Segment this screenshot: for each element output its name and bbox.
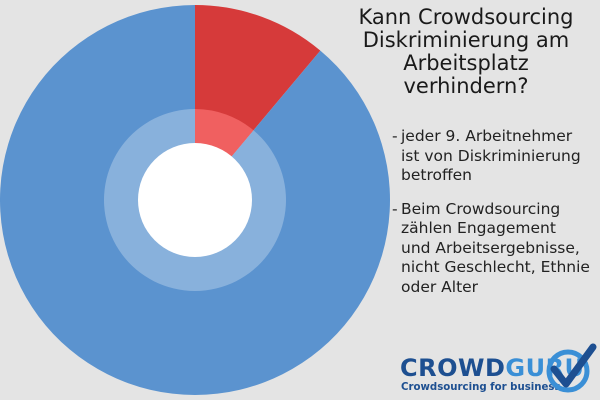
- bullet-dash: -: [392, 199, 398, 218]
- bullet-line: ist von Diskriminierung: [401, 146, 581, 165]
- bullet-line: und Arbeitsergebnisse,: [401, 238, 580, 257]
- bullet-line: nicht Geschlecht, Ethnie: [401, 258, 590, 276]
- logo-word-crowd: CROWD: [400, 354, 506, 382]
- chart-title: Kann Crowdsourcing Diskriminierung am Ar…: [340, 6, 592, 98]
- bullet-line: betroffen: [401, 166, 473, 184]
- bullet-item: - jeder 9. Arbeitnehmer ist von Diskrimi…: [392, 127, 597, 186]
- title-line-3: Arbeitsplatz verhindern?: [403, 51, 529, 98]
- donut-hole: [138, 143, 252, 257]
- title-line-1: Kann Crowdsourcing: [358, 5, 574, 29]
- bullet-line: Beim Crowdsourcing: [401, 199, 561, 218]
- bullet-line: zählen Engagement: [401, 219, 556, 237]
- crowdguru-logo: CROWDGURU Crowdsourcing for business.: [398, 342, 598, 398]
- bullet-item: - Beim Crowdsourcing zählen Engagement u…: [392, 200, 597, 298]
- logo-tagline: Crowdsourcing for business.: [401, 382, 565, 393]
- bullet-line: oder Alter: [401, 277, 479, 296]
- bullet-line: jeder 9. Arbeitnehmer: [401, 127, 573, 145]
- donut-chart: [0, 5, 390, 395]
- checkmark-icon: [546, 343, 597, 393]
- bullet-list: - jeder 9. Arbeitnehmer ist von Diskrimi…: [392, 127, 597, 311]
- bullet-dash: -: [392, 127, 398, 145]
- title-line-2: Diskriminierung am: [362, 28, 570, 52]
